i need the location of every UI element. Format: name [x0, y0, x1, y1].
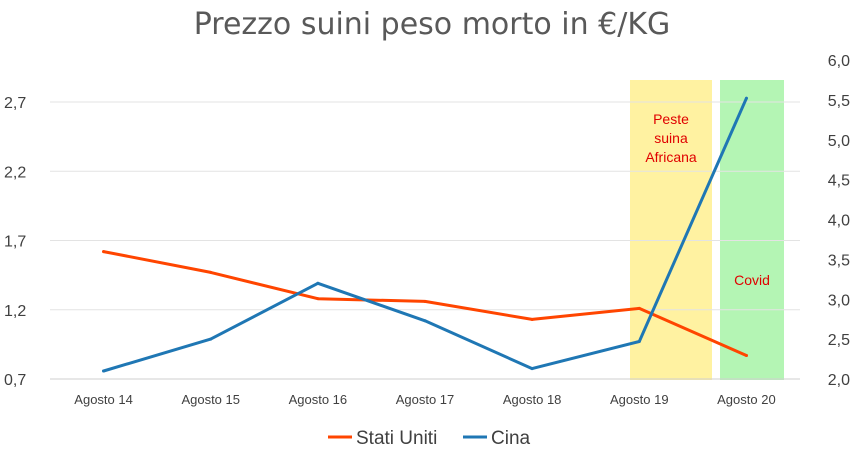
series-0-point-3 [423, 299, 427, 303]
series-1-point-2 [316, 281, 320, 285]
highlight-label-1: Covid [734, 272, 770, 288]
y-right-tick-3: 3,5 [828, 252, 850, 269]
series-1-point-0 [102, 369, 106, 373]
series-1-point-6 [744, 96, 748, 100]
y-right-tick-2: 3,0 [828, 292, 850, 309]
series-1-point-3 [423, 319, 427, 323]
y-right-tick-6: 5,0 [828, 133, 850, 150]
x-tick-4: Agosto 18 [503, 392, 562, 407]
series-1-point-5 [637, 340, 641, 344]
x-tick-0: Agosto 14 [74, 392, 133, 407]
series-0-point-1 [209, 270, 213, 274]
y-right-tick-7: 5,5 [828, 93, 850, 110]
x-tick-6: Agosto 20 [717, 392, 776, 407]
y-right-tick-5: 4,5 [828, 173, 850, 190]
series-0-point-4 [530, 317, 534, 321]
y-right-tick-8: 6,0 [828, 53, 850, 70]
legend-label-1: Cina [491, 428, 531, 449]
x-tick-3: Agosto 17 [396, 392, 455, 407]
y-left-tick-4: 2,7 [4, 95, 26, 112]
y-right-tick-1: 2,5 [828, 332, 850, 349]
y-left-tick-0: 0,7 [4, 372, 26, 389]
y-left-tick-2: 1,7 [4, 234, 26, 251]
y-left-tick-1: 1,2 [4, 303, 26, 320]
series-1-point-1 [209, 337, 213, 341]
highlight-band-1 [720, 80, 784, 380]
highlight-label-0: Peste suina Africana [645, 111, 697, 165]
series-0-point-5 [637, 306, 641, 310]
y-right-tick-0: 2,0 [828, 372, 850, 389]
series-0-point-6 [744, 353, 748, 357]
y-right-tick-4: 4,0 [828, 213, 850, 230]
chart-title: Prezzo suini peso morto in €/KG [194, 7, 671, 42]
series-1-point-4 [530, 367, 534, 371]
series-0-point-2 [316, 297, 320, 301]
x-tick-1: Agosto 15 [181, 392, 240, 407]
x-tick-2: Agosto 16 [289, 392, 348, 407]
series-0-point-0 [102, 250, 106, 254]
legend-label-0: Stati Uniti [356, 428, 437, 449]
x-tick-5: Agosto 19 [610, 392, 669, 407]
y-left-tick-3: 2,2 [4, 164, 26, 181]
